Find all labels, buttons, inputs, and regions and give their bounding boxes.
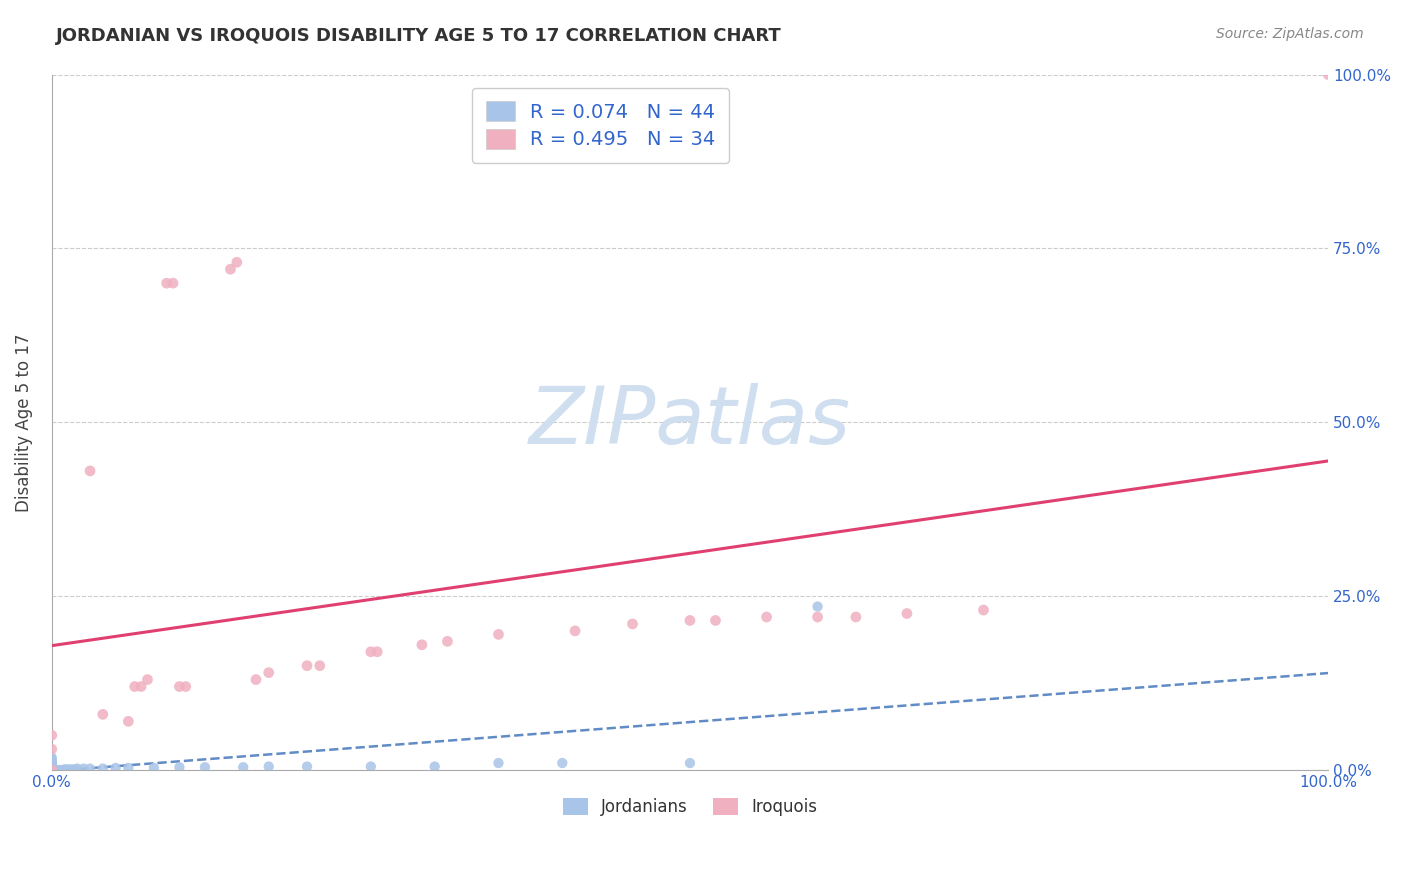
Point [79,762,101,776]
Point [806,610,828,624]
Point [41,763,63,777]
Point [41,755,63,769]
Point [41,762,63,776]
Point [41,761,63,775]
Point [91,762,114,776]
Point [136,673,159,687]
Point [679,756,702,770]
Point [423,759,446,773]
Point [806,599,828,614]
Point [564,624,586,638]
Point [129,680,152,694]
Point [124,680,146,694]
Point [436,634,458,648]
Point [41,759,63,773]
Point [41,763,63,777]
Point [360,645,382,659]
Point [56,762,79,776]
Point [41,762,63,776]
Point [41,756,63,770]
Text: JORDANIAN VS IROQUOIS DISABILITY AGE 5 TO 17 CORRELATION CHART: JORDANIAN VS IROQUOIS DISABILITY AGE 5 T… [56,27,782,45]
Point [41,763,63,777]
Legend: Jordanians, Iroquois: Jordanians, Iroquois [554,789,825,824]
Point [295,759,318,773]
Point [59,762,82,776]
Point [41,763,63,777]
Point [79,464,101,478]
Point [488,627,510,641]
Point [845,610,868,624]
Point [169,760,191,774]
Point [41,750,63,764]
Point [488,756,510,770]
Point [896,607,918,621]
Point [156,276,179,290]
Point [257,759,280,773]
Point [117,761,139,775]
Point [41,763,63,777]
Point [41,760,63,774]
Point [46,763,69,777]
Point [411,638,433,652]
Point [219,262,242,277]
Point [41,753,63,767]
Point [679,614,702,628]
Point [53,762,76,776]
Point [257,665,280,680]
Point [104,761,127,775]
Point [41,759,63,773]
Point [49,763,72,777]
Point [704,614,727,628]
Point [117,714,139,729]
Point [973,603,995,617]
Point [162,276,184,290]
Point [551,756,574,770]
Point [41,728,63,742]
Point [755,610,778,624]
Point [73,762,96,776]
Point [41,759,63,773]
Point [1317,68,1340,82]
Point [142,761,165,775]
Point [66,762,89,776]
Point [232,760,254,774]
Point [41,763,63,777]
Point [169,680,191,694]
Point [63,762,86,776]
Point [621,616,644,631]
Text: ZIPatlas: ZIPatlas [529,384,851,461]
Text: Source: ZipAtlas.com: Source: ZipAtlas.com [1216,27,1364,41]
Point [41,763,63,777]
Point [245,673,267,687]
Point [41,757,63,772]
Point [41,756,63,770]
Point [360,759,382,773]
Point [91,707,114,722]
Point [41,742,63,756]
Y-axis label: Disability Age 5 to 17: Disability Age 5 to 17 [15,333,32,511]
Point [295,658,318,673]
Point [308,658,330,673]
Point [366,645,388,659]
Point [41,757,63,772]
Point [225,255,247,269]
Point [174,680,197,694]
Point [194,760,217,774]
